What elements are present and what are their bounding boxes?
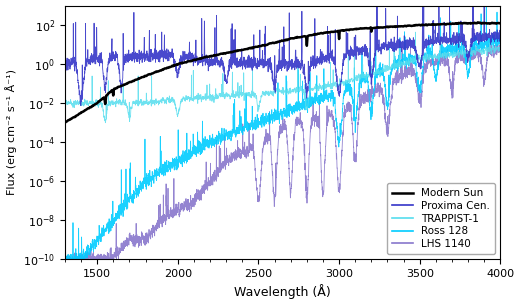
X-axis label: Wavelength (Å): Wavelength (Å) [234, 285, 331, 300]
Legend: Modern Sun, Proxima Cen., TRAPPIST-1, Ross 128, LHS 1140: Modern Sun, Proxima Cen., TRAPPIST-1, Ro… [387, 183, 495, 254]
Y-axis label: Flux (erg cm⁻² s⁻¹ Å⁻¹): Flux (erg cm⁻² s⁻¹ Å⁻¹) [6, 69, 18, 196]
